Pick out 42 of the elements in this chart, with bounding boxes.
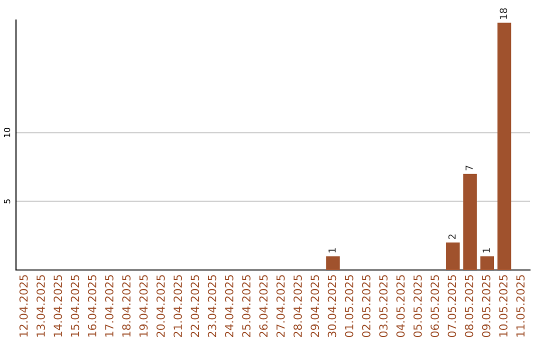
- x-tick-label: 24.04.2025: [224, 275, 234, 337]
- x-tick-label: 03.05.2025: [379, 275, 388, 338]
- x-tick-label: 25.04.2025: [242, 275, 251, 337]
- x-tick-label: 08.05.2025: [464, 275, 474, 338]
- x-tick-label: 11.05.2025: [516, 275, 525, 337]
- x-tick-label: 23.04.2025: [208, 275, 216, 337]
- bar: [497, 22, 512, 270]
- x-tick-label: 30.04.2025: [328, 275, 336, 337]
- bar: [480, 256, 494, 270]
- x-tick-label: 15.04.2025: [70, 275, 80, 337]
- bar: [446, 242, 460, 270]
- x-tick-label: 09.05.2025: [482, 275, 490, 338]
- data-label: 1: [482, 248, 490, 252]
- x-tick-label: 07.05.2025: [448, 275, 456, 338]
- x-tick-label: 14.04.2025: [54, 275, 62, 337]
- y-tick-label: 10: [4, 128, 10, 138]
- x-tick-label: 05.05.2025: [413, 275, 422, 338]
- x-tick-label: 28.04.2025: [294, 275, 302, 337]
- x-tick-label: 17.04.2025: [105, 275, 114, 337]
- x-tick-label: 06.05.2025: [430, 275, 439, 338]
- x-tick-label: 20.04.2025: [156, 275, 165, 337]
- x-tick-label: 19.04.2025: [139, 275, 148, 337]
- x-tick-label: 22.04.2025: [190, 275, 200, 337]
- x-tick-label: 21.04.2025: [174, 275, 182, 337]
- x-tick-label: 18.04.2025: [122, 275, 131, 337]
- x-tick-label: 12.04.2025: [19, 275, 28, 337]
- x-tick-label: 27.04.2025: [276, 275, 285, 337]
- data-label: 1: [328, 248, 336, 252]
- x-tick-label: 29.04.2025: [310, 275, 320, 337]
- data-label: 2: [448, 234, 456, 240]
- x-tick-label: 16.04.2025: [88, 275, 96, 337]
- x-tick-label: 02.05.2025: [362, 275, 370, 338]
- bar: [326, 256, 340, 270]
- x-tick-label: 01.05.2025: [344, 275, 354, 338]
- x-tick-label: 26.04.2025: [259, 275, 268, 337]
- y-tick-label: 5: [4, 199, 10, 204]
- x-tick-label: 04.05.2025: [396, 275, 405, 338]
- x-tick-label: 13.04.2025: [36, 275, 45, 337]
- x-tick-label: 10.05.2025: [499, 275, 508, 337]
- data-label: 18: [500, 8, 508, 19]
- data-label: 7: [466, 166, 473, 170]
- bar: [463, 174, 477, 270]
